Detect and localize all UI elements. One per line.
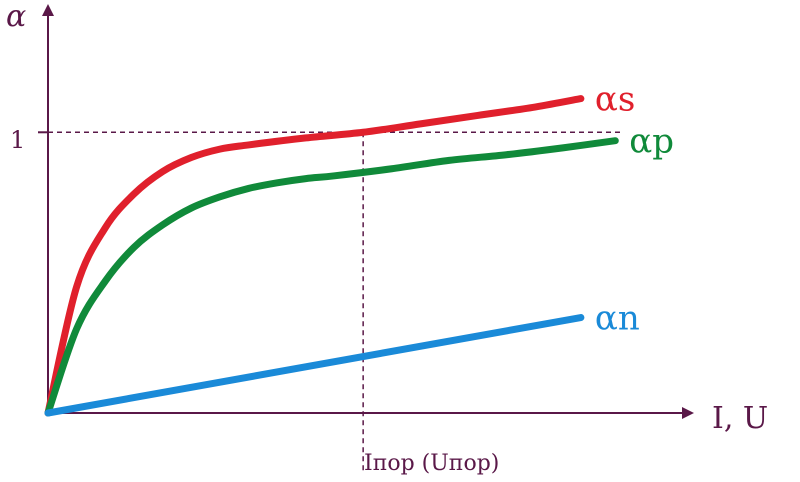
- series-label-alpha-n: αn: [595, 299, 640, 339]
- series-line-alpha-p: [44, 137, 619, 417]
- axes: [38, 4, 694, 419]
- series-line-alpha-s: [44, 95, 585, 417]
- series-label-alpha-p: αp: [629, 122, 674, 162]
- series-line-alpha-n: [44, 314, 585, 417]
- x-axis-label: I, U: [712, 401, 768, 436]
- x-threshold-label: Iпор (Uпор): [364, 451, 499, 476]
- y-tick-label-1: 1: [10, 126, 25, 154]
- threshold-guides: [48, 131, 621, 472]
- y-axis-label: α: [6, 0, 26, 34]
- series-label-alpha-s: αs: [595, 80, 635, 120]
